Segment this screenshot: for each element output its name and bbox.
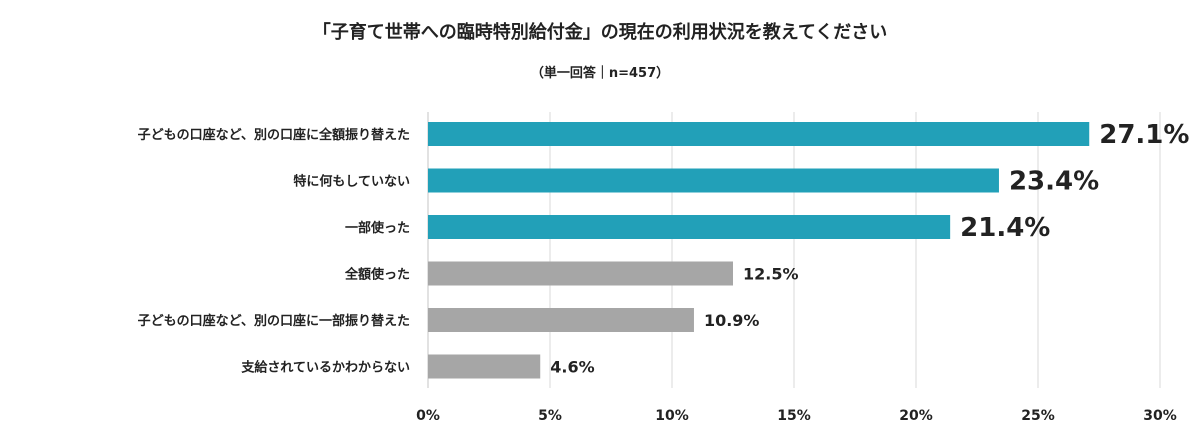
x-tick-label: 0% [416, 408, 440, 424]
data-label: 21.4% [960, 213, 1050, 243]
x-tick-label: 30% [1143, 408, 1177, 424]
chart-subtitle: （単一回答｜n=457） [530, 66, 670, 81]
category-label: 子どもの口座など、別の口座に一部振り替えた [138, 313, 410, 329]
bar [428, 168, 999, 193]
category-label: 一部使った [345, 220, 410, 236]
bar [428, 308, 694, 332]
bar [428, 354, 541, 379]
chart-title: 「子育て世帯への臨時特別給付金」の現在の利用状況を教えてください [312, 22, 888, 43]
bar [428, 261, 733, 286]
data-label: 23.4% [1009, 167, 1099, 197]
category-label: 特に何もしていない [293, 174, 410, 190]
x-tick-label: 10% [655, 408, 689, 424]
x-tick-label: 20% [899, 408, 933, 424]
data-label: 12.5% [743, 265, 799, 284]
category-label: 全額使った [344, 267, 410, 283]
data-label: 4.6% [550, 358, 594, 377]
x-tick-label: 5% [538, 408, 562, 424]
x-tick-label: 15% [777, 408, 811, 424]
x-tick-label: 25% [1021, 408, 1055, 424]
data-label: 10.9% [704, 311, 760, 330]
bar [428, 215, 951, 239]
category-label: 子どもの口座など、別の口座に全額振り替えた [138, 127, 410, 143]
bar [428, 122, 1090, 146]
data-label: 27.1% [1099, 120, 1189, 150]
category-label: 支給されているかわからない [240, 360, 410, 376]
